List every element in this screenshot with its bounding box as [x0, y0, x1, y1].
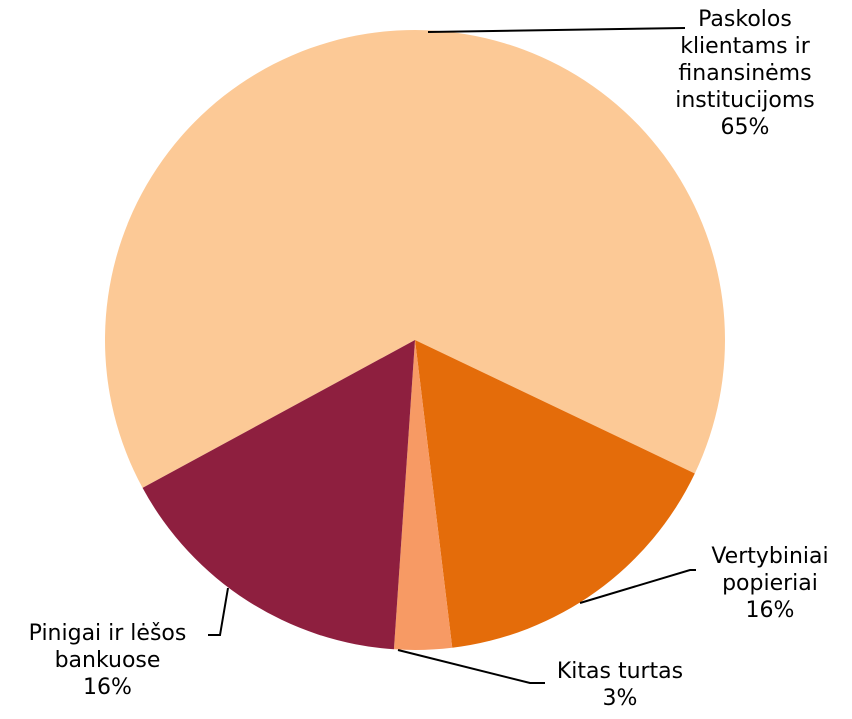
slice-label: Paskolos klientams ir finansinėms instit… [650, 6, 840, 141]
category-label: Pinigai ir lėšos bankuose [28, 621, 187, 673]
slices [104, 30, 725, 650]
leader-line [427, 27, 686, 33]
pie-slice [393, 340, 453, 650]
value-label: 65% [720, 115, 770, 140]
category-label: Kitas turtas [556, 659, 684, 684]
category-label: Vertybiniai popieriai [711, 544, 829, 596]
pie-slice [415, 340, 695, 648]
pie-slice [104, 30, 725, 488]
leader-line [579, 569, 696, 604]
value-label: 3% [602, 686, 638, 711]
leader-line [208, 587, 229, 636]
category-label: Paskolos klientams ir finansinėms instit… [675, 7, 815, 113]
pie-slice [142, 340, 415, 650]
slice-label: Vertybiniai popieriai 16% [695, 543, 845, 624]
slice-label: Pinigai ir lėšos bankuose 16% [5, 620, 210, 701]
value-label: 16% [83, 675, 132, 700]
slice-label: Kitas turtas 3% [535, 658, 705, 712]
leader-line [397, 649, 545, 684]
value-label: 16% [745, 598, 795, 623]
